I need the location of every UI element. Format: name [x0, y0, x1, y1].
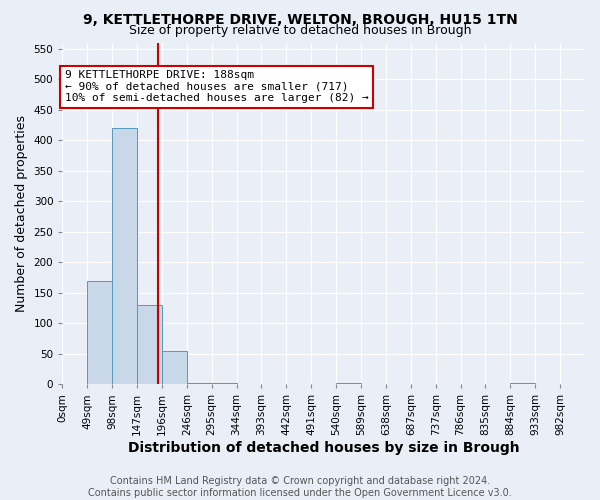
Text: Size of property relative to detached houses in Brough: Size of property relative to detached ho… [129, 24, 471, 37]
Bar [87, 280, 112, 384]
X-axis label: Distribution of detached houses by size in Brough: Distribution of detached houses by size … [128, 441, 520, 455]
Text: Contains HM Land Registry data © Crown copyright and database right 2024.
Contai: Contains HM Land Registry data © Crown c… [88, 476, 512, 498]
Bar [212, 383, 236, 384]
Bar [137, 305, 162, 384]
Text: 9 KETTLETHORPE DRIVE: 188sqm
← 90% of detached houses are smaller (717)
10% of s: 9 KETTLETHORPE DRIVE: 188sqm ← 90% of de… [65, 70, 368, 103]
Y-axis label: Number of detached properties: Number of detached properties [15, 115, 28, 312]
Bar [511, 383, 535, 384]
Bar [336, 383, 361, 384]
Bar [162, 350, 187, 384]
Bar [187, 383, 212, 384]
Bar [112, 128, 137, 384]
Text: 9, KETTLETHORPE DRIVE, WELTON, BROUGH, HU15 1TN: 9, KETTLETHORPE DRIVE, WELTON, BROUGH, H… [83, 12, 517, 26]
